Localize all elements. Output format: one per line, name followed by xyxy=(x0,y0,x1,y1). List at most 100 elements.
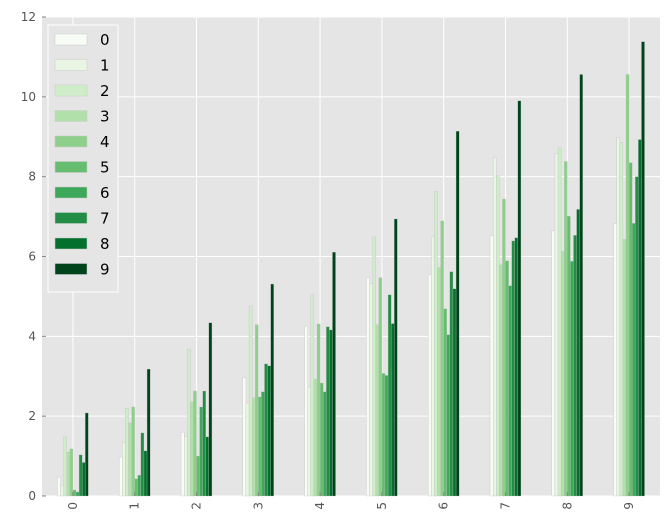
bar-series-1-cat-6 xyxy=(431,236,435,497)
bar-series-6-cat-4 xyxy=(323,391,327,497)
bar-series-5-cat-7 xyxy=(505,260,509,497)
bar-series-9-cat-1 xyxy=(146,368,151,497)
y-tick-label: 6 xyxy=(28,250,36,264)
y-tick-label: 8 xyxy=(28,170,36,184)
x-tick-label: 9 xyxy=(622,502,636,510)
bar-series-4-cat-2 xyxy=(193,390,197,497)
bar-series-7-cat-1 xyxy=(140,432,145,497)
bar-series-2-cat-9 xyxy=(619,142,624,497)
legend-label-8: 8 xyxy=(100,235,110,253)
y-tick-label: 4 xyxy=(28,329,36,343)
bar-series-2-cat-6 xyxy=(434,191,438,497)
legend-label-5: 5 xyxy=(100,159,110,177)
legend-label-4: 4 xyxy=(100,133,110,151)
bar-series-0-cat-0 xyxy=(57,477,61,497)
bar-series-1-cat-8 xyxy=(554,153,559,497)
x-tick-label: 7 xyxy=(499,502,513,510)
bar-series-6-cat-7 xyxy=(508,285,512,497)
bar-series-4-cat-3 xyxy=(255,324,259,497)
bar-series-2-cat-7 xyxy=(496,175,500,497)
bar-series-1-cat-2 xyxy=(183,436,188,497)
bar-series-4-cat-0 xyxy=(69,448,74,497)
bar-series-3-cat-3 xyxy=(251,397,256,497)
bar-series-4-cat-6 xyxy=(440,220,444,497)
bar-series-2-cat-4 xyxy=(310,294,315,497)
legend-label-2: 2 xyxy=(100,82,110,100)
bar-series-1-cat-3 xyxy=(245,402,250,497)
bar-series-6-cat-0 xyxy=(75,491,80,497)
bar-series-3-cat-6 xyxy=(437,267,441,497)
bar-series-2-cat-1 xyxy=(125,408,129,497)
legend-label-0: 0 xyxy=(100,31,110,49)
legend-swatch-5 xyxy=(54,161,88,173)
y-tick-label: 10 xyxy=(21,90,36,104)
bar-series-7-cat-2 xyxy=(202,390,206,497)
bar-series-0-cat-5 xyxy=(366,277,370,497)
bar-series-5-cat-4 xyxy=(319,382,324,497)
legend-swatch-4 xyxy=(54,135,88,148)
bar-series-0-cat-4 xyxy=(304,325,308,497)
bar-series-4-cat-4 xyxy=(316,323,321,497)
legend: 0 1 2 3 4 5 6 7 8 9 xyxy=(47,24,119,293)
y-tick-label: 12 xyxy=(21,10,36,24)
y-axis: 0 2 4 6 8 10 12 xyxy=(21,10,46,503)
bar-series-0-cat-3 xyxy=(242,377,247,497)
bar-series-7-cat-7 xyxy=(511,240,515,497)
bar-series-8-cat-9 xyxy=(638,139,642,497)
bar-series-9-cat-3 xyxy=(270,283,274,497)
bar-series-4-cat-9 xyxy=(625,74,630,497)
bar-series-5-cat-3 xyxy=(258,396,262,497)
bar-series-5-cat-2 xyxy=(196,455,200,497)
bar-series-8-cat-7 xyxy=(514,237,519,497)
bar-series-0-cat-8 xyxy=(551,230,556,497)
bar-series-7-cat-6 xyxy=(449,271,454,497)
bar-series-6-cat-3 xyxy=(261,391,265,497)
legend-swatch-7 xyxy=(54,212,88,224)
bar-series-7-cat-3 xyxy=(264,363,268,497)
legend-swatch-1 xyxy=(54,59,88,71)
bar-series-3-cat-9 xyxy=(622,239,627,497)
bar-series-4-cat-8 xyxy=(564,161,568,497)
bar-series-7-cat-4 xyxy=(326,326,330,497)
x-axis: 0 1 2 3 4 5 6 7 8 9 xyxy=(66,492,636,510)
bar-series-8-cat-2 xyxy=(205,436,210,497)
legend-label-9: 9 xyxy=(100,261,110,279)
bar-series-3-cat-7 xyxy=(499,264,503,497)
bar-series-3-cat-0 xyxy=(66,451,70,497)
bar-series-9-cat-4 xyxy=(332,251,336,497)
legend-swatch-9 xyxy=(54,263,88,275)
y-tick-label: 2 xyxy=(28,409,36,423)
legend-swatch-3 xyxy=(54,110,88,122)
bar-series-9-cat-2 xyxy=(208,322,213,497)
legend-swatch-0 xyxy=(54,33,88,46)
bar-series-1-cat-7 xyxy=(492,157,497,497)
legend-swatch-8 xyxy=(54,237,88,250)
bar-series-0-cat-1 xyxy=(119,457,123,497)
bar-series-1-cat-0 xyxy=(60,485,64,497)
bar-series-6-cat-2 xyxy=(199,406,203,497)
bar-series-6-cat-8 xyxy=(570,261,574,497)
bar-series-4-cat-7 xyxy=(502,198,506,497)
bar-series-9-cat-5 xyxy=(394,218,398,497)
legend-swatch-2 xyxy=(54,84,88,97)
y-tick-label: 0 xyxy=(28,489,36,503)
bar-series-3-cat-4 xyxy=(313,378,318,497)
bar-series-4-cat-1 xyxy=(131,406,135,497)
x-tick-label: 3 xyxy=(251,502,265,510)
bar-series-8-cat-4 xyxy=(329,329,333,497)
x-tick-label: 6 xyxy=(437,502,451,510)
bar-series-9-cat-9 xyxy=(641,41,645,497)
bar-series-0-cat-2 xyxy=(180,431,185,497)
legend-label-3: 3 xyxy=(100,108,110,126)
bar-series-2-cat-0 xyxy=(63,436,67,497)
x-tick-label: 4 xyxy=(313,502,327,510)
legend-label-7: 7 xyxy=(100,210,110,228)
bar-series-8-cat-1 xyxy=(143,450,148,497)
bar-series-5-cat-8 xyxy=(567,216,571,497)
bar-series-6-cat-6 xyxy=(446,334,451,497)
bar-series-5-cat-6 xyxy=(443,308,447,497)
legend-label-1: 1 xyxy=(100,57,110,75)
bar-series-1-cat-9 xyxy=(616,136,620,497)
bar-series-3-cat-1 xyxy=(128,422,132,497)
